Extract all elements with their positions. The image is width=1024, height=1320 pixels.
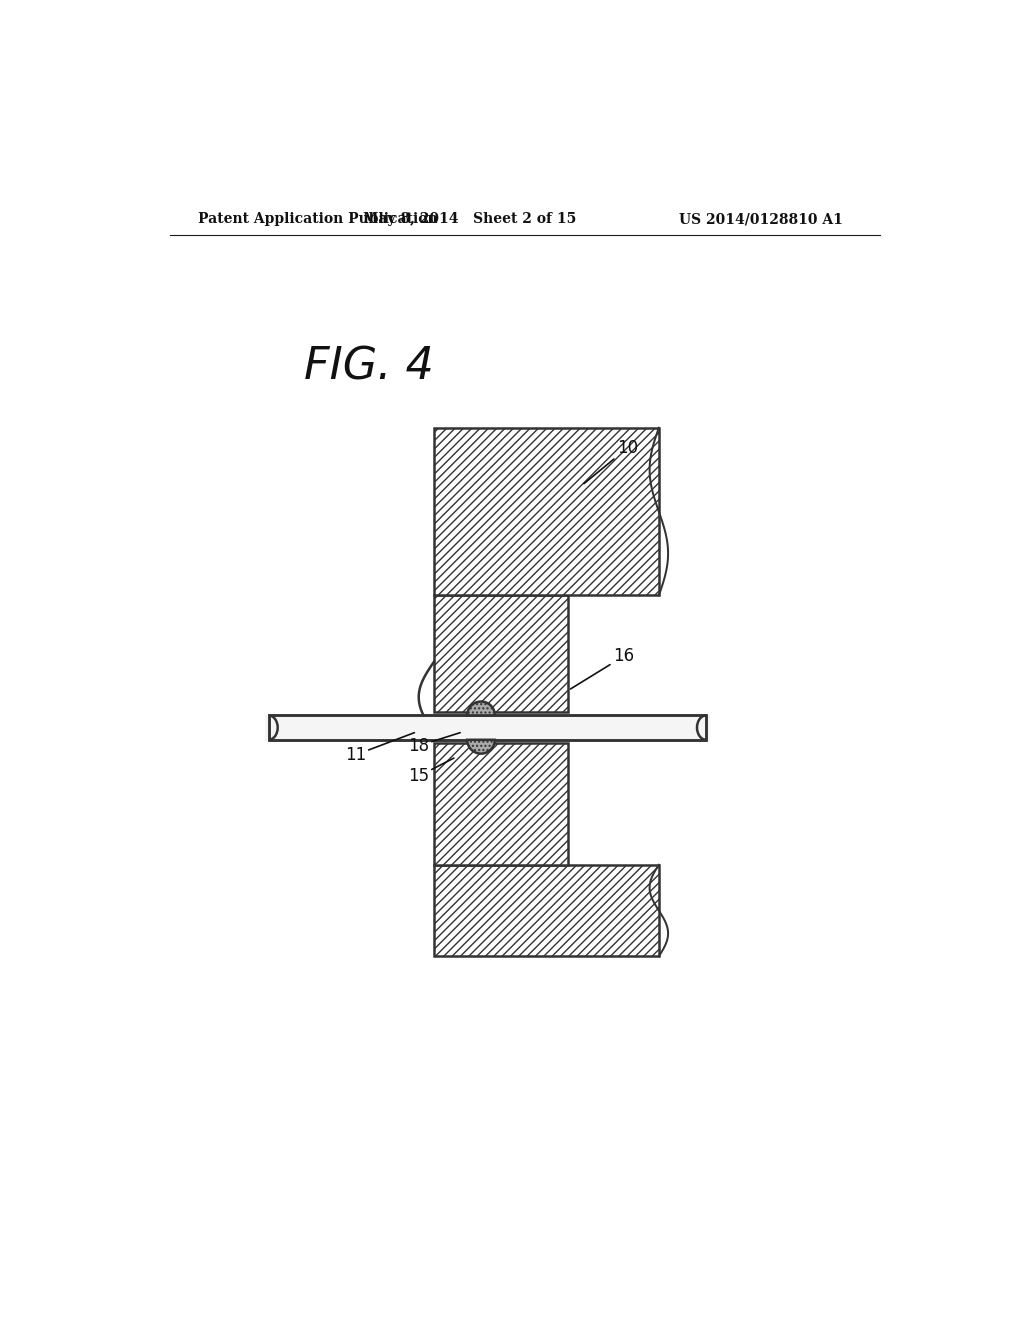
- Text: 10: 10: [584, 440, 638, 483]
- Text: 15: 15: [408, 758, 454, 785]
- Bar: [434, 428, 658, 595]
- Bar: [264, 714, 710, 741]
- Wedge shape: [467, 701, 495, 715]
- Bar: [434, 865, 658, 956]
- Text: US 2014/0128810 A1: US 2014/0128810 A1: [679, 213, 844, 227]
- Bar: [434, 743, 568, 865]
- Bar: [268, 715, 707, 739]
- Bar: [268, 715, 707, 739]
- Text: FIG. 4: FIG. 4: [304, 346, 434, 388]
- Text: May 8, 2014   Sheet 2 of 15: May 8, 2014 Sheet 2 of 15: [362, 213, 577, 227]
- Text: Patent Application Publication: Patent Application Publication: [198, 213, 437, 227]
- Wedge shape: [467, 739, 495, 754]
- Text: 16: 16: [570, 647, 634, 689]
- Text: 11: 11: [345, 733, 415, 764]
- Bar: [434, 595, 568, 713]
- Text: 18: 18: [408, 733, 460, 755]
